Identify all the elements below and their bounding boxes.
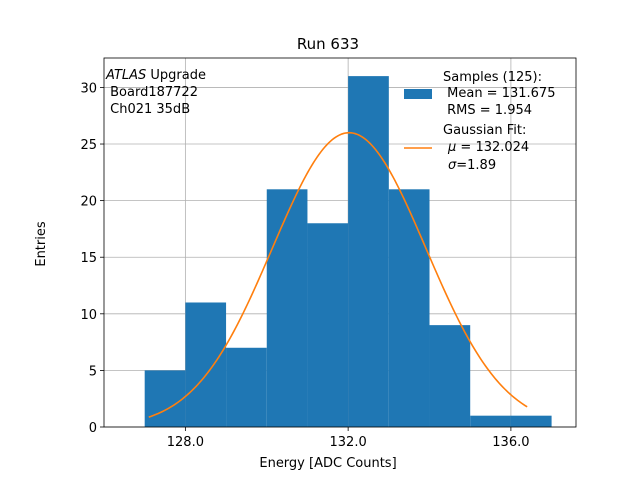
x-tick-label-0: 128.0 bbox=[167, 435, 204, 450]
histogram-bar-5 bbox=[348, 76, 389, 428]
annotation-line-1: ATLAS Upgrade bbox=[105, 68, 206, 83]
legend: Samples (125): Mean = 131.675 RMS = 1.95… bbox=[404, 70, 555, 173]
histogram-bar-8 bbox=[470, 415, 511, 427]
histogram-bar-7 bbox=[429, 325, 471, 427]
y-tick-label-3: 15 bbox=[80, 251, 97, 266]
gaussian-fit-curve bbox=[148, 131, 528, 418]
y-tick-label-0: 0 bbox=[89, 421, 97, 436]
legend-histogram-rms: RMS = 1.954 bbox=[443, 103, 532, 118]
y-tick-label-4: 20 bbox=[80, 195, 97, 210]
legend-histogram-title: Samples (125): bbox=[443, 70, 542, 85]
histogram-bar-6 bbox=[388, 189, 430, 427]
histogram-bar-2 bbox=[226, 347, 267, 427]
annotation-line-2: Board187722 bbox=[106, 85, 198, 100]
annotation-line-3: Ch021 35dB bbox=[106, 102, 190, 117]
x-axis-ticks: 128.0 132.0 136.0 bbox=[167, 427, 530, 450]
fit-curve-layer bbox=[148, 131, 528, 418]
y-axis-ticks: 0 5 10 15 20 25 30 bbox=[80, 81, 104, 436]
legend-fit-title: Gaussian Fit: bbox=[443, 123, 526, 138]
legend-sigma-symbol: σ bbox=[448, 158, 457, 173]
y-axis-label: Entries bbox=[34, 221, 49, 267]
plot-frame bbox=[103, 57, 577, 428]
x-axis-label: Energy [ADC Counts] bbox=[259, 456, 396, 471]
legend-fit-sigma: σ=1.89 bbox=[448, 158, 496, 173]
histogram-bar-9 bbox=[510, 415, 552, 427]
histogram-bar-3 bbox=[266, 189, 308, 427]
annotation-atlas: ATLAS bbox=[105, 68, 146, 83]
y-tick-label-2: 10 bbox=[80, 308, 97, 323]
legend-histogram-swatch bbox=[404, 89, 432, 99]
atlas-annotation: ATLAS Upgrade Board187722 Ch021 35dB bbox=[105, 68, 206, 117]
histogram-bar-4 bbox=[307, 223, 349, 427]
chart-title: Run 633 bbox=[297, 35, 359, 53]
y-tick-label-6: 30 bbox=[80, 81, 97, 96]
legend-mu-symbol: μ bbox=[447, 140, 456, 155]
x-tick-label-2: 136.0 bbox=[492, 435, 529, 450]
histogram-bars bbox=[144, 76, 552, 428]
legend-fit-mu: μ = 132.024 bbox=[447, 140, 529, 155]
annotation-upgrade: Upgrade bbox=[146, 68, 206, 83]
histogram-bar-0 bbox=[144, 370, 186, 427]
legend-mu-value: = 132.024 bbox=[456, 140, 529, 155]
histogram-bar-1 bbox=[185, 302, 227, 427]
legend-histogram-mean: Mean = 131.675 bbox=[443, 86, 555, 101]
legend-sigma-value: =1.89 bbox=[456, 158, 496, 173]
y-tick-label-5: 25 bbox=[80, 138, 97, 153]
y-tick-label-1: 5 bbox=[89, 364, 97, 379]
x-tick-label-1: 132.0 bbox=[330, 435, 367, 450]
